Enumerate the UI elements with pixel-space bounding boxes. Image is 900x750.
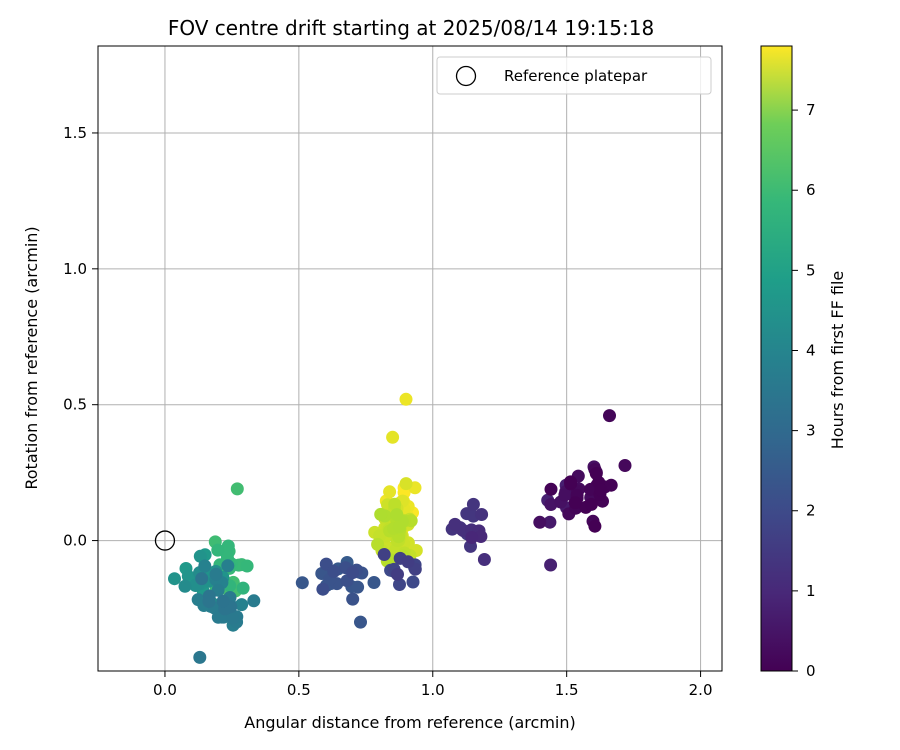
plot-area-frame xyxy=(97,45,723,672)
scatter-point xyxy=(603,409,616,423)
legend-entry-label: Reference platepar xyxy=(504,67,648,85)
colorbar-tick-label: 0 xyxy=(806,662,816,680)
scatter-point xyxy=(316,582,330,596)
scatter-point xyxy=(193,650,207,664)
scatter-point xyxy=(588,519,602,533)
scatter-point xyxy=(295,576,309,590)
scatter-point xyxy=(178,579,192,593)
scatter-point xyxy=(236,581,250,595)
x-tick-label: 2.0 xyxy=(689,681,713,699)
scatter-point xyxy=(377,548,391,561)
scatter-point xyxy=(354,615,367,629)
scatter-point xyxy=(392,520,406,534)
scatter-point xyxy=(235,598,249,612)
scatter-point xyxy=(383,485,397,499)
scatter-point xyxy=(544,498,558,511)
scatter-point xyxy=(226,611,240,625)
scatter-point xyxy=(202,595,216,608)
scatter-point xyxy=(221,539,235,553)
scatter-point xyxy=(589,467,603,480)
scatter-point xyxy=(240,559,254,573)
scatter-point xyxy=(544,482,558,496)
scatter-point xyxy=(477,553,491,566)
reference-platepar-marker xyxy=(154,530,176,551)
scatter-point xyxy=(374,507,388,521)
y-tick-label: 0.5 xyxy=(63,396,87,414)
chart-title: FOV centre drift starting at 2025/08/14 … xyxy=(168,16,654,40)
scatter-point xyxy=(475,508,489,521)
scatter-point xyxy=(391,567,404,581)
colorbar-gradient xyxy=(760,45,793,672)
colorbar-tick-label: 3 xyxy=(806,422,816,440)
x-tick-label: 1.5 xyxy=(555,681,579,699)
scatter-point xyxy=(594,483,608,497)
scatter-points xyxy=(154,392,632,664)
colorbar: 0 1 2 3 4 5 6 7 Hours from first FF file xyxy=(760,45,847,680)
scatter-point xyxy=(584,497,598,511)
scatter-point xyxy=(198,559,212,573)
scatter-point xyxy=(465,531,479,544)
scatter-point xyxy=(247,594,261,608)
colorbar-tick-label: 5 xyxy=(806,261,816,279)
scatter-point xyxy=(393,578,406,591)
scatter-point xyxy=(191,593,205,607)
scatter-point xyxy=(351,580,365,594)
scatter-point xyxy=(211,543,225,557)
scatter-point xyxy=(533,515,547,529)
colorbar-tick-label: 4 xyxy=(806,341,816,359)
y-tick-label: 1.0 xyxy=(63,260,87,278)
scatter-point xyxy=(371,537,385,551)
x-tick-label: 0.0 xyxy=(153,681,177,699)
scatter-point xyxy=(230,482,244,496)
scatter-point xyxy=(543,515,557,529)
scatter-point xyxy=(327,564,341,578)
colorbar-ticks: 0 1 2 3 4 5 6 7 xyxy=(792,101,816,680)
colorbar-label: Hours from first FF file xyxy=(828,271,847,450)
scatter-point xyxy=(390,508,404,522)
scatter-point xyxy=(367,576,381,589)
x-tick-label: 0.5 xyxy=(287,681,311,699)
legend: Reference platepar xyxy=(436,56,712,95)
scatter-point xyxy=(399,477,413,491)
scatter-point xyxy=(181,569,195,583)
scatter-point xyxy=(544,558,558,572)
y-axis-label: Rotation from reference (arcmin) xyxy=(22,226,41,489)
scatter-point xyxy=(406,575,420,589)
scatter-point xyxy=(388,497,402,511)
colorbar-tick-label: 1 xyxy=(806,582,816,600)
scatter-point xyxy=(168,572,181,586)
colorbar-tick-label: 2 xyxy=(806,502,816,520)
scatter-point xyxy=(209,567,223,581)
legend-box xyxy=(436,56,712,95)
x-tick-label: 1.0 xyxy=(421,681,445,699)
scatter-point xyxy=(221,559,235,573)
y-tick-label: 1.5 xyxy=(63,124,87,142)
colorbar-tick-label: 6 xyxy=(806,181,816,199)
colorbar-tick-label: 7 xyxy=(806,101,816,119)
scatter-point xyxy=(346,566,359,580)
scatter-point xyxy=(193,549,207,563)
scatter-point xyxy=(195,572,209,586)
legend-marker-open-circle xyxy=(455,65,477,87)
scatter-point xyxy=(401,555,415,569)
scatter-point xyxy=(386,430,400,444)
x-axis-label: Angular distance from reference (arcmin) xyxy=(244,713,575,732)
scatter-point xyxy=(568,496,582,510)
axis-ticks: 0.0 0.5 1.0 1.5 2.0 0.0 0.5 1.0 1.5 xyxy=(63,124,712,699)
scatter-point xyxy=(346,592,360,606)
scatter-point xyxy=(399,392,413,406)
scatter-point xyxy=(618,459,632,472)
scatter-point xyxy=(564,475,577,489)
y-tick-label: 0.0 xyxy=(63,532,87,550)
scatter-point xyxy=(558,488,572,502)
scatter-point xyxy=(466,497,480,511)
scatter-point xyxy=(216,594,230,608)
